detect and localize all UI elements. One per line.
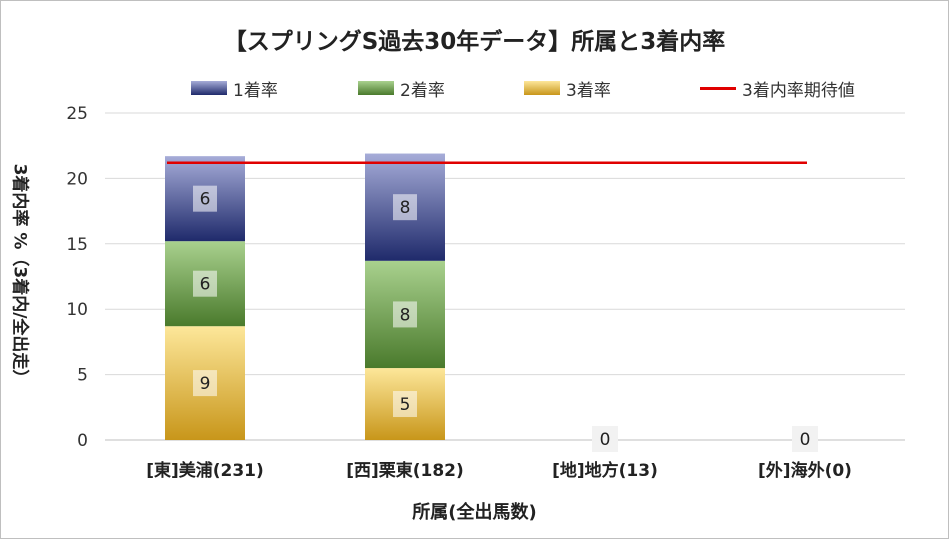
legend-item-expected: 3着内率期待値 [700,74,855,102]
legend-swatch-2nd [358,81,394,95]
legend-label-2nd: 2着率 [400,80,445,101]
chart-title: 【スプリングS過去30年データ】所属と3着内率 [223,29,726,55]
legend-label-expected: 3着内率期待値 [742,80,855,101]
legend-swatch-3rd [524,81,560,95]
legend-swatch-1st [191,81,227,95]
x-axis-title: 所属(全出馬数) [412,502,537,523]
legend-label-1st: 1着率 [233,80,278,101]
y-axis-title: 3着内率 %（3着内/全出走） [9,163,30,387]
legend-item-1st: 1着率 [191,74,278,102]
legend-line-expected [700,86,736,90]
legend-item-2nd: 2着率 [358,74,445,102]
legend-item-3rd: 3着率 [524,74,611,102]
legend: 1着率 2着率 3着率 3着内率期待値 [0,74,949,102]
legend-label-3rd: 3着率 [566,80,611,101]
